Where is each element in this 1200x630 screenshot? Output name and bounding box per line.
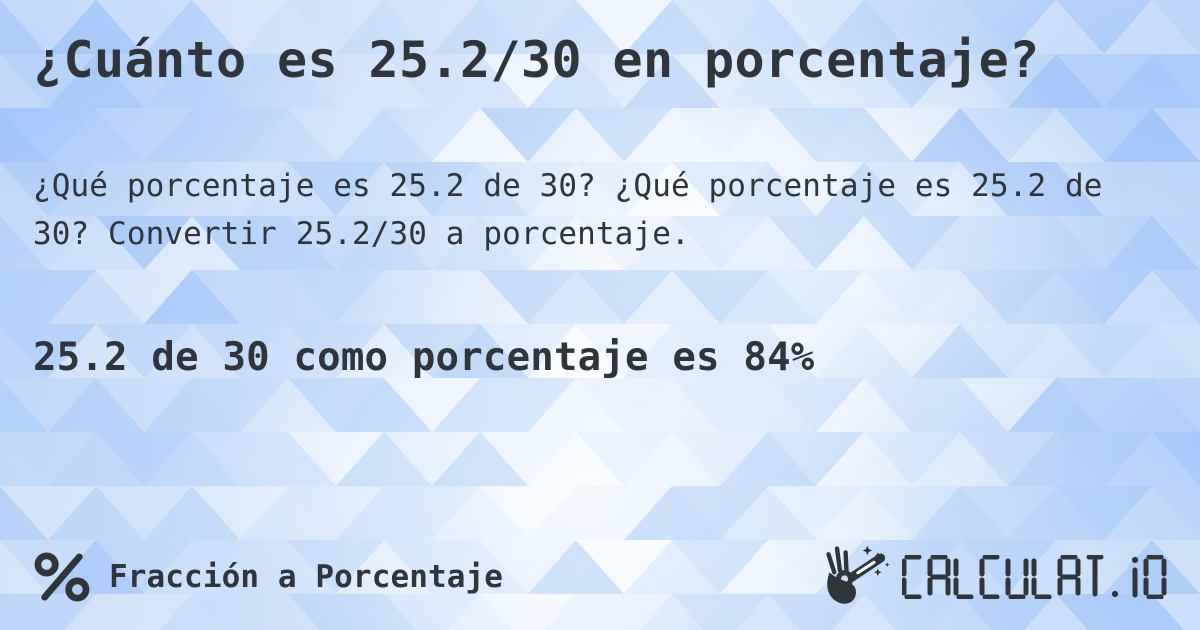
main-content: ¿Cuánto es 25.2/30 en porcentaje? ¿Qué p… xyxy=(0,30,1200,382)
page-title: ¿Cuánto es 25.2/30 en porcentaje? xyxy=(33,31,1040,89)
percent-icon xyxy=(34,552,90,602)
category-badge: Fracción a Porcentaje xyxy=(33,552,503,602)
brand-logo xyxy=(820,545,1170,609)
hand-magic-wand-icon xyxy=(826,545,890,604)
calculat-io-logo-text xyxy=(902,555,1167,599)
page-description: ¿Qué porcentaje es 25.2 de 30? ¿Qué porc… xyxy=(33,168,1103,252)
category-label: Fracción a Porcentaje xyxy=(109,559,504,595)
result-heading: 25.2 de 30 como porcentaje es 84% xyxy=(33,335,815,380)
footer: Fracción a Porcentaje xyxy=(33,544,1170,610)
